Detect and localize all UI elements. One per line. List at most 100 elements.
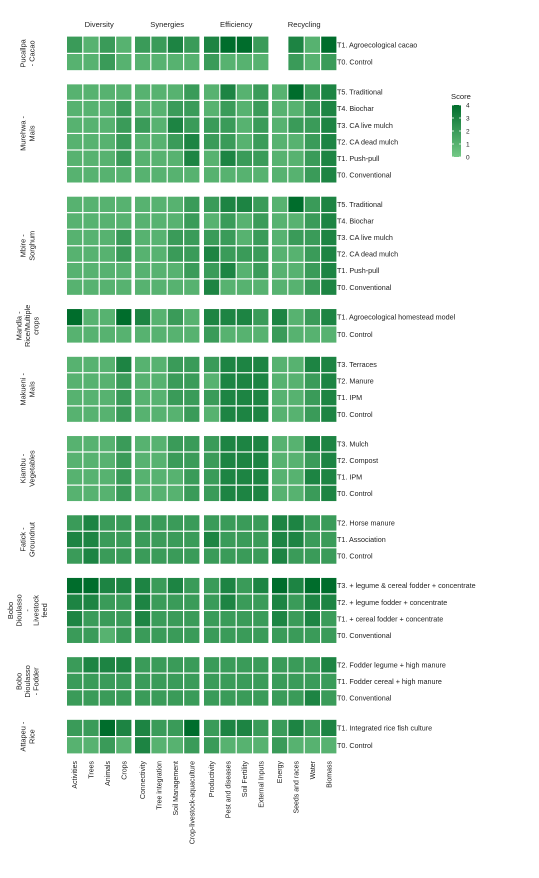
heatmap-cell xyxy=(167,213,183,229)
treatment-label: T1. Agroecological homestead model xyxy=(337,313,456,322)
heatmap-cell xyxy=(83,309,99,326)
heatmap-cell xyxy=(236,690,252,706)
heatmap-cell xyxy=(204,531,220,548)
heatmap-cell xyxy=(288,134,304,150)
heatmap-cell xyxy=(272,356,288,373)
heatmap-cell xyxy=(167,246,183,262)
heatmap-cell xyxy=(220,53,236,71)
group-label-0: Diversity xyxy=(85,20,114,29)
heatmap-cell xyxy=(116,469,132,485)
heatmap-cell xyxy=(116,134,132,150)
heatmap-cell xyxy=(321,627,337,643)
heatmap-cell xyxy=(272,611,288,627)
heatmap-cell xyxy=(288,150,304,166)
heatmap-cell xyxy=(253,213,269,229)
heatmap-cell xyxy=(99,577,115,594)
heatmap-cell xyxy=(135,167,151,183)
heatmap-cell xyxy=(304,436,320,452)
heatmap-cell xyxy=(220,326,236,343)
heatmap-cell xyxy=(83,469,99,485)
heatmap-cell xyxy=(288,594,304,610)
heatmap-cell xyxy=(253,452,269,468)
treatment-label: T1. Fodder cereal + high manure xyxy=(337,677,442,686)
site-label-3: Mandla -Rice/Multiplecrops xyxy=(14,305,40,347)
heatmap-cell xyxy=(116,737,132,754)
heatmap-cell xyxy=(151,134,167,150)
legend-tick-label: 3 xyxy=(466,115,470,122)
treatment-label: T2. Horse manure xyxy=(337,519,395,528)
heatmap-cell xyxy=(184,117,200,133)
heatmap-cell xyxy=(321,452,337,468)
heatmap-cell xyxy=(204,611,220,627)
heatmap-cell xyxy=(99,229,115,246)
heatmap-cell xyxy=(135,262,151,279)
heatmap-cell xyxy=(184,389,200,406)
heatmap-cell xyxy=(83,213,99,229)
heatmap-cell xyxy=(83,279,99,295)
heatmap-cell xyxy=(220,100,236,117)
heatmap-cell xyxy=(220,673,236,690)
heatmap-cell xyxy=(288,673,304,690)
heatmap-cell xyxy=(272,436,288,452)
heatmap-cell xyxy=(321,150,337,166)
heatmap-cell xyxy=(304,577,320,594)
legend-tick-label: 0 xyxy=(466,154,470,161)
heatmap-cell xyxy=(272,719,288,737)
heatmap-cell xyxy=(135,100,151,117)
heatmap-cell xyxy=(116,657,132,673)
heatmap-cell xyxy=(167,577,183,594)
heatmap-cell xyxy=(304,373,320,389)
heatmap-cell xyxy=(220,515,236,531)
heatmap-cell xyxy=(135,577,151,594)
heatmap-cell xyxy=(236,53,252,71)
heatmap-cell xyxy=(167,356,183,373)
heatmap-cell xyxy=(304,485,320,502)
heatmap-cell xyxy=(288,279,304,295)
column-label-0: Activities xyxy=(72,761,79,789)
heatmap-cell xyxy=(151,150,167,166)
column-label-1: Trees xyxy=(89,761,96,779)
heatmap-cell xyxy=(204,657,220,673)
treatment-label: T1. Push-pull xyxy=(337,266,380,275)
heatmap-cell xyxy=(272,548,288,564)
heatmap-cell xyxy=(321,515,337,531)
heatmap-cell xyxy=(67,229,83,246)
heatmap-cell xyxy=(184,134,200,150)
heatmap-cell xyxy=(99,436,115,452)
heatmap-cell xyxy=(67,406,83,422)
heatmap-cell xyxy=(67,436,83,452)
heatmap-cell xyxy=(304,167,320,183)
heatmap-cell xyxy=(83,150,99,166)
column-label-15: Biomass xyxy=(326,761,333,788)
heatmap-cell xyxy=(272,577,288,594)
heatmap-cell xyxy=(184,469,200,485)
heatmap-cell xyxy=(236,309,252,326)
site-panel-3: T1. Agroecological homestead model T0. Co… xyxy=(14,305,455,347)
heatmap-cell xyxy=(167,611,183,627)
heatmap-cell xyxy=(253,531,269,548)
heatmap-cell xyxy=(99,737,115,754)
heatmap-cell xyxy=(236,594,252,610)
heatmap-cell xyxy=(236,279,252,295)
column-label-13: Seeds and races xyxy=(294,761,301,814)
heatmap-cell xyxy=(167,326,183,343)
heatmap-cell xyxy=(236,469,252,485)
column-label-5: Tree integration xyxy=(157,761,164,810)
heatmap-cell xyxy=(204,373,220,389)
heatmap-cell xyxy=(253,356,269,373)
heatmap-cell xyxy=(236,100,252,117)
heatmap-cell xyxy=(220,389,236,406)
legend-title: Score xyxy=(451,92,471,101)
heatmap-cell xyxy=(135,36,151,53)
heatmap-cell xyxy=(116,531,132,548)
heatmap-cell xyxy=(204,577,220,594)
heatmap-cell xyxy=(288,515,304,531)
heatmap-cell xyxy=(253,485,269,502)
heatmap-cell xyxy=(116,100,132,117)
heatmap-cell xyxy=(272,657,288,673)
heatmap-cell xyxy=(135,246,151,262)
heatmap-cell xyxy=(304,594,320,610)
heatmap-cell xyxy=(67,690,83,706)
heatmap-cell xyxy=(321,213,337,229)
